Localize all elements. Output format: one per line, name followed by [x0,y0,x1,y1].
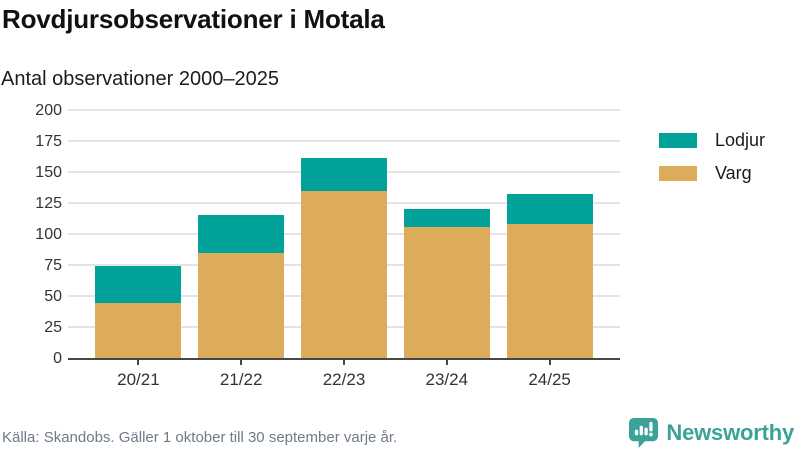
chart-subtitle: Antal observationer 2000–2025 [1,68,279,90]
legend-label-varg: Varg [715,163,752,183]
x-axis-tick [240,360,243,365]
legend-item-varg: Varg [659,163,765,184]
newsworthy-wordmark: Newsworthy [666,419,794,445]
chart-title: Rovdjursobservationer i Motala [2,4,385,34]
x-axis-tick [343,360,345,365]
y-axis-tick-label: 125 [35,195,62,212]
x-axis-tick-label: 24/25 [528,370,571,389]
legend-swatch-varg [659,166,697,181]
gridline-175 [68,140,620,142]
y-axis-tick-label: 200 [35,102,62,119]
x-axis-tick-label: 21/22 [219,370,263,389]
bar-segment-lodjur-22-23 [301,158,387,191]
bar-segment-varg-23-24 [403,226,490,358]
bar-segment-lodjur-20-21 [95,266,182,304]
plot-area: 20/21 21/22 22/23 23/24 24/25 [68,109,620,389]
x-axis-tick-label: 22/23 [322,370,366,389]
legend-label-lodjur: Lodjur [715,130,766,150]
x-axis-tick [548,360,551,365]
bar-segment-varg-20-21 [95,303,182,358]
y-axis-tick-label: 100 [35,226,62,243]
legend: Lodjur Varg [659,130,765,184]
y-axis: 0 25 50 75 100 125 150 175 200 [0,102,62,367]
bar-segment-lodjur-24-25 [506,194,593,225]
y-axis-tick-label: 75 [44,257,62,274]
bar-segment-varg-21-22 [198,252,285,358]
bar-segment-varg-24-25 [506,224,593,358]
y-axis-tick-label: 0 [53,350,62,367]
legend-item-lodjur: Lodjur [659,130,765,151]
y-axis-tick-label: 150 [35,164,62,181]
gridline-200 [68,109,620,111]
newsworthy-icon [629,417,659,448]
legend-swatch-lodjur [659,133,697,148]
y-axis-tick-label: 175 [35,133,62,150]
source-note: Källa: Skandobs. Gäller 1 oktober till 3… [2,429,398,446]
y-axis-tick-label: 25 [44,319,62,336]
bar-segment-lodjur-21-22 [198,215,285,253]
bar-segment-lodjur-23-24 [403,209,490,227]
newsworthy-logo: Newsworthy [628,417,794,448]
x-axis-tick-label: 23/24 [425,370,469,389]
x-axis-tick-label: 20/21 [117,370,160,389]
x-axis-tick [445,360,448,365]
x-axis-tick [137,360,140,365]
bar-segment-varg-22-23 [301,190,387,358]
y-axis-tick-label: 50 [44,288,62,305]
